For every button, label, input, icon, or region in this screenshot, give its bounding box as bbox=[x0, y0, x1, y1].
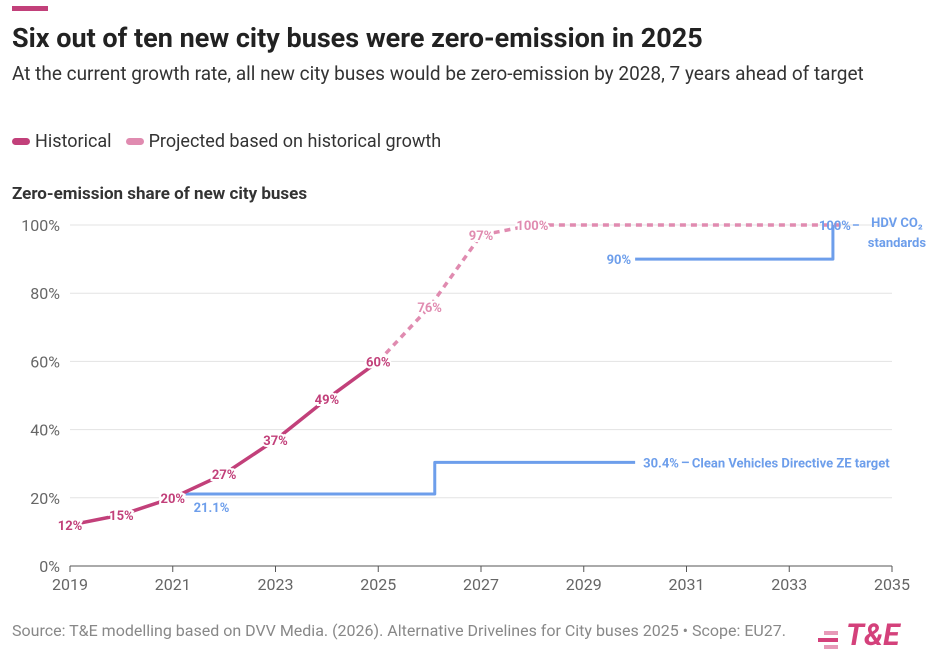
legend: Historical Projected based on historical … bbox=[12, 131, 441, 152]
line bbox=[185, 460, 636, 496]
legend-label: Projected based on historical growth bbox=[148, 131, 442, 152]
y-tick-label: 20% bbox=[30, 489, 60, 508]
data-label: 100% bbox=[516, 219, 548, 234]
title: Six out of ten new city buses were zero-… bbox=[12, 22, 703, 54]
line bbox=[635, 225, 835, 261]
data-label: 49% bbox=[315, 393, 340, 408]
legend-swatch bbox=[125, 138, 144, 145]
data-label: 100% bbox=[819, 219, 851, 234]
logo-icon bbox=[818, 628, 838, 652]
data-label: 27% bbox=[212, 468, 237, 483]
source: Source: T&E modelling based on DVV Media… bbox=[12, 621, 787, 640]
y-tick-label: 100% bbox=[21, 216, 60, 235]
legend-label: Historical bbox=[35, 131, 112, 152]
legend-item: Historical bbox=[12, 131, 112, 152]
x-tick-label: 2033 bbox=[771, 575, 807, 594]
data-label: 60% bbox=[366, 355, 391, 370]
x-tick-label: 2035 bbox=[874, 575, 910, 594]
data-label: 90% bbox=[607, 253, 632, 268]
x-tick-label: 2027 bbox=[463, 575, 499, 594]
data-label: 37% bbox=[263, 434, 288, 449]
x-tick-label: 2021 bbox=[155, 575, 191, 594]
data-label: 30.4% bbox=[643, 456, 679, 471]
data-label: 12% bbox=[58, 519, 83, 534]
data-label: 21.1% bbox=[194, 501, 230, 516]
legend-item: Projected based on historical growth bbox=[125, 131, 442, 152]
data-label: 97% bbox=[469, 229, 494, 244]
data-label: 20% bbox=[160, 492, 185, 507]
x-tick-label: 2019 bbox=[52, 575, 88, 594]
data-label: 76% bbox=[417, 301, 442, 316]
x-tick-label: 2023 bbox=[258, 575, 294, 594]
x-tick-label: 2025 bbox=[360, 575, 396, 594]
x-tick-label: 2031 bbox=[669, 575, 705, 594]
y-tick-label: 40% bbox=[30, 421, 60, 440]
legend-swatch bbox=[12, 138, 30, 145]
chart: 0% 20% 40% 60% 80% 100% 2019 2021 2023 2025 2027 20… bbox=[21, 216, 927, 594]
line bbox=[69, 359, 380, 527]
logo: T&E bbox=[846, 618, 900, 653]
accent-bar bbox=[12, 6, 48, 11]
axis-title: Zero-emission share of new city buses bbox=[12, 184, 308, 204]
annotation-box: HDV CO₂ standards bbox=[867, 216, 927, 251]
y-tick-label: 60% bbox=[30, 352, 60, 371]
y-tick-label: 0% bbox=[39, 557, 60, 576]
subtitle: At the current growth rate, all new city… bbox=[12, 62, 864, 85]
annotation: HDV CO₂ standards bbox=[867, 216, 927, 251]
data-label: 15% bbox=[109, 509, 134, 524]
annotation: Clean Vehicles Directive ZE target bbox=[692, 456, 890, 471]
y-tick-label: 80% bbox=[30, 284, 60, 303]
x-tick-label: 2029 bbox=[566, 575, 602, 594]
